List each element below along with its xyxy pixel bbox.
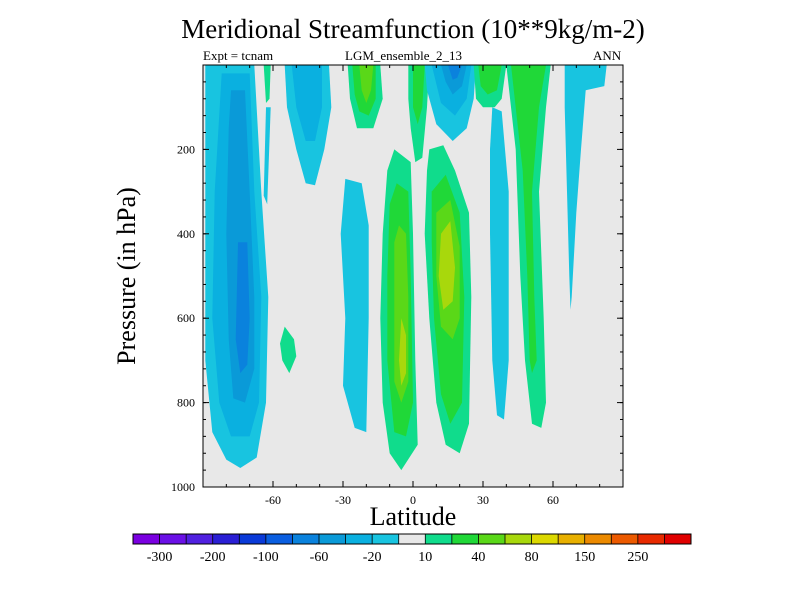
colorbar-swatch xyxy=(319,534,346,544)
x-tick-label: 60 xyxy=(547,493,559,507)
plot-frame xyxy=(202,64,624,488)
contour-sh-negative-sliver xyxy=(263,107,271,205)
contour-sh-positive-blob xyxy=(280,326,297,374)
colorbar-label: -200 xyxy=(200,550,226,565)
contour-nh-upper-negative-core xyxy=(448,65,462,80)
contour-sh-hadley-upper-core xyxy=(359,65,374,103)
colorbar-swatch xyxy=(239,534,267,544)
colorbar-label: 10 xyxy=(418,550,432,565)
contour-ferrel-inner xyxy=(291,65,322,141)
subtitle-left: Expt = tcnam xyxy=(203,48,274,63)
y-tick-label: 600 xyxy=(177,311,195,325)
colorbar-swatch xyxy=(664,534,692,544)
y-axis-title: Pressure (in hPa) xyxy=(112,187,141,365)
colorbar-swatch xyxy=(584,534,612,544)
y-tick-label: 200 xyxy=(177,142,195,156)
subtitle-center: LGM_ensemble_2_13 xyxy=(345,48,462,63)
colorbar: -300 -200 -100 -60 -20 10 40 80 150 250 xyxy=(132,533,692,565)
y-tick-label: 1000 xyxy=(171,480,195,494)
contour-layer xyxy=(205,65,607,471)
x-tick-label: 30 xyxy=(477,493,489,507)
colorbar-label: -300 xyxy=(147,550,173,565)
colorbar-frame xyxy=(132,533,692,545)
colorbar-label: -100 xyxy=(253,550,279,565)
colorbar-label: -20 xyxy=(363,550,382,565)
colorbar-swatch xyxy=(637,534,665,544)
colorbar-swatch xyxy=(133,534,160,544)
x-tick-label: 0 xyxy=(410,493,416,507)
x-tick-label: -60 xyxy=(265,493,281,507)
contour-nh-mid-positive-inner xyxy=(478,65,502,95)
colorbar-swatch xyxy=(558,534,586,544)
x-axis-title: Latitude xyxy=(370,502,457,531)
contour-sh-positive-sliver xyxy=(263,65,271,103)
x-tick-label: -30 xyxy=(335,493,351,507)
colorbar-swatch xyxy=(611,534,639,544)
colorbar-swatch xyxy=(398,534,426,544)
contour-nh-mid-negative-column xyxy=(490,107,509,420)
colorbar-swatch xyxy=(212,534,240,544)
colorbar-label: 150 xyxy=(574,550,595,565)
colorbar-swatch xyxy=(186,534,214,544)
colorbar-swatch xyxy=(345,534,373,544)
colorbar-swatch xyxy=(478,534,506,544)
colorbar-swatch xyxy=(292,534,320,544)
colorbar-label: -60 xyxy=(310,550,329,565)
colorbar-swatch xyxy=(451,534,479,544)
colorbar-swatch xyxy=(531,534,559,544)
contour-sh-deep-cell-max xyxy=(235,242,250,374)
colorbar-label: 40 xyxy=(471,550,485,565)
contour-nh-hadley-core xyxy=(438,221,455,310)
chart-title: Meridional Streamfunction (10**9kg/m-2) xyxy=(181,14,645,44)
contour-nh-ferrel-inner xyxy=(511,65,546,374)
contour-sh-hadley-edge xyxy=(340,178,369,433)
y-tick-label: 400 xyxy=(177,227,195,241)
axis-ticks: -60 -30 0 30 60 200 400 600 800 1000 xyxy=(171,65,624,507)
colorbar-label: 250 xyxy=(627,550,648,565)
contour-nh-polar-negative xyxy=(564,65,607,310)
colorbar-swatch xyxy=(505,534,532,544)
contour-nh-upper-negative-inner xyxy=(441,65,467,95)
contour-nh-upper-positive-inner xyxy=(413,65,425,125)
colorbar-swatch xyxy=(265,534,293,544)
y-tick-label: 800 xyxy=(177,396,195,410)
colorbar-swatch xyxy=(425,534,453,544)
subtitle-right: ANN xyxy=(593,48,622,63)
contour-hadley-lower-core xyxy=(399,318,406,386)
colorbar-label: 80 xyxy=(525,550,539,565)
colorbar-swatch xyxy=(372,534,400,544)
colorbar-swatch xyxy=(159,534,187,544)
